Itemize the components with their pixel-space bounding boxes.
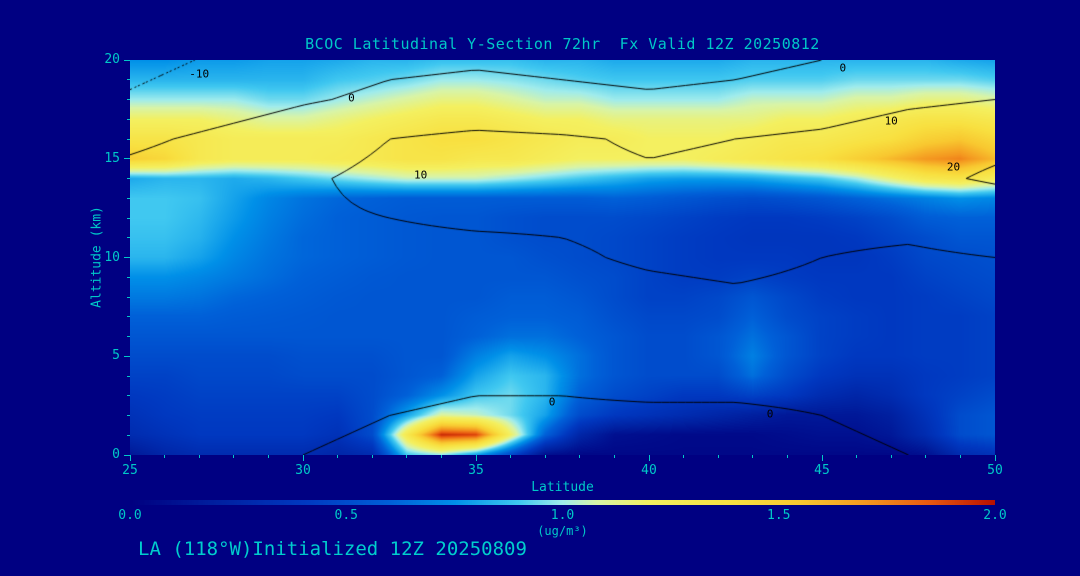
x-tick-label: 40 bbox=[641, 463, 657, 478]
contour-labels-layer: -10 0 0 10 10 20 0 0 bbox=[130, 60, 995, 455]
y-minor-tick bbox=[127, 336, 130, 337]
x-major-tick bbox=[302, 455, 304, 461]
y-major-tick bbox=[124, 59, 130, 61]
plot-area: -10 0 0 10 10 20 0 0 bbox=[130, 60, 995, 455]
x-minor-tick bbox=[890, 455, 892, 458]
x-axis-label: Latitude bbox=[531, 480, 594, 495]
y-minor-tick bbox=[127, 316, 130, 318]
contour-value-label: 0 bbox=[766, 407, 774, 421]
y-minor-tick bbox=[127, 276, 130, 278]
y-major-tick bbox=[124, 257, 130, 258]
contour-value-label: 10 bbox=[414, 168, 428, 182]
x-tick-label: 30 bbox=[295, 463, 311, 478]
contour-value-label: 0 bbox=[348, 91, 355, 105]
x-minor-tick bbox=[371, 455, 373, 458]
x-major-tick bbox=[129, 455, 131, 461]
heatmap-canvas bbox=[130, 60, 995, 455]
colorbar-tick-label: 1.0 bbox=[550, 508, 575, 523]
colorbar-tick-label: 1.5 bbox=[767, 508, 791, 523]
y-major-tick bbox=[124, 355, 130, 357]
y-minor-tick bbox=[127, 178, 130, 179]
y-minor-tick bbox=[127, 237, 130, 239]
x-minor-tick bbox=[440, 455, 442, 458]
model-init-text: LA (118°W)Initialized 12Z 20250809 bbox=[138, 538, 527, 560]
x-minor-tick bbox=[613, 455, 615, 458]
x-minor-tick bbox=[406, 455, 408, 458]
y-tick-label: 5 bbox=[112, 348, 120, 364]
x-minor-tick bbox=[233, 455, 235, 458]
x-major-tick bbox=[994, 455, 996, 461]
x-tick-label: 25 bbox=[122, 463, 138, 478]
y-minor-tick bbox=[127, 415, 130, 416]
colorbar-tick-label: 0.0 bbox=[118, 508, 142, 523]
x-minor-tick bbox=[267, 455, 269, 458]
x-minor-tick bbox=[752, 455, 754, 458]
colorbar-unit-label: (ug/m³) bbox=[537, 524, 588, 538]
y-tick-label: 15 bbox=[104, 150, 120, 166]
x-minor-tick bbox=[579, 455, 581, 458]
x-minor-tick bbox=[198, 455, 200, 458]
y-minor-tick bbox=[127, 79, 130, 81]
x-minor-tick bbox=[164, 455, 166, 458]
y-major-tick bbox=[124, 158, 130, 160]
x-minor-tick bbox=[717, 455, 719, 458]
x-minor-tick bbox=[925, 455, 927, 458]
chart-title: BCOC Latitudinal Y-Section 72hr Fx Valid… bbox=[305, 35, 820, 53]
contour-value-label: 0 bbox=[548, 395, 556, 409]
x-minor-tick bbox=[786, 455, 788, 458]
y-minor-tick bbox=[127, 118, 130, 120]
x-minor-tick bbox=[959, 455, 961, 458]
y-minor-tick bbox=[127, 296, 130, 298]
x-tick-label: 50 bbox=[987, 463, 1003, 478]
y-minor-tick bbox=[127, 197, 130, 199]
x-minor-tick bbox=[683, 455, 685, 458]
y-minor-tick bbox=[127, 138, 130, 140]
y-minor-tick bbox=[127, 217, 130, 219]
x-tick-label: 45 bbox=[814, 463, 830, 478]
contour-value-label: 0 bbox=[839, 61, 847, 75]
x-major-tick bbox=[648, 455, 650, 461]
x-minor-tick bbox=[856, 455, 858, 458]
y-minor-tick bbox=[127, 395, 130, 397]
x-minor-tick bbox=[544, 455, 546, 458]
x-minor-tick bbox=[337, 455, 339, 458]
y-tick-label: 20 bbox=[104, 52, 120, 67]
y-minor-tick bbox=[127, 99, 130, 100]
contour-value-label: 10 bbox=[884, 114, 898, 128]
contour-value-label: 20 bbox=[946, 160, 961, 174]
colorbar-gradient bbox=[130, 500, 995, 505]
colorbar-tick-label: 2.0 bbox=[983, 508, 1007, 523]
x-tick-label: 35 bbox=[468, 463, 484, 478]
colorbar-tick-label: 0.5 bbox=[334, 508, 358, 523]
x-major-tick bbox=[475, 455, 477, 461]
contour-value-label: -10 bbox=[189, 67, 210, 81]
x-minor-tick bbox=[510, 455, 512, 458]
y-major-tick bbox=[124, 454, 130, 456]
y-minor-tick bbox=[127, 375, 130, 377]
y-tick-label: 10 bbox=[104, 249, 120, 265]
x-major-tick bbox=[821, 455, 823, 461]
y-minor-tick bbox=[127, 434, 130, 436]
y-tick-label: 0 bbox=[112, 447, 120, 462]
